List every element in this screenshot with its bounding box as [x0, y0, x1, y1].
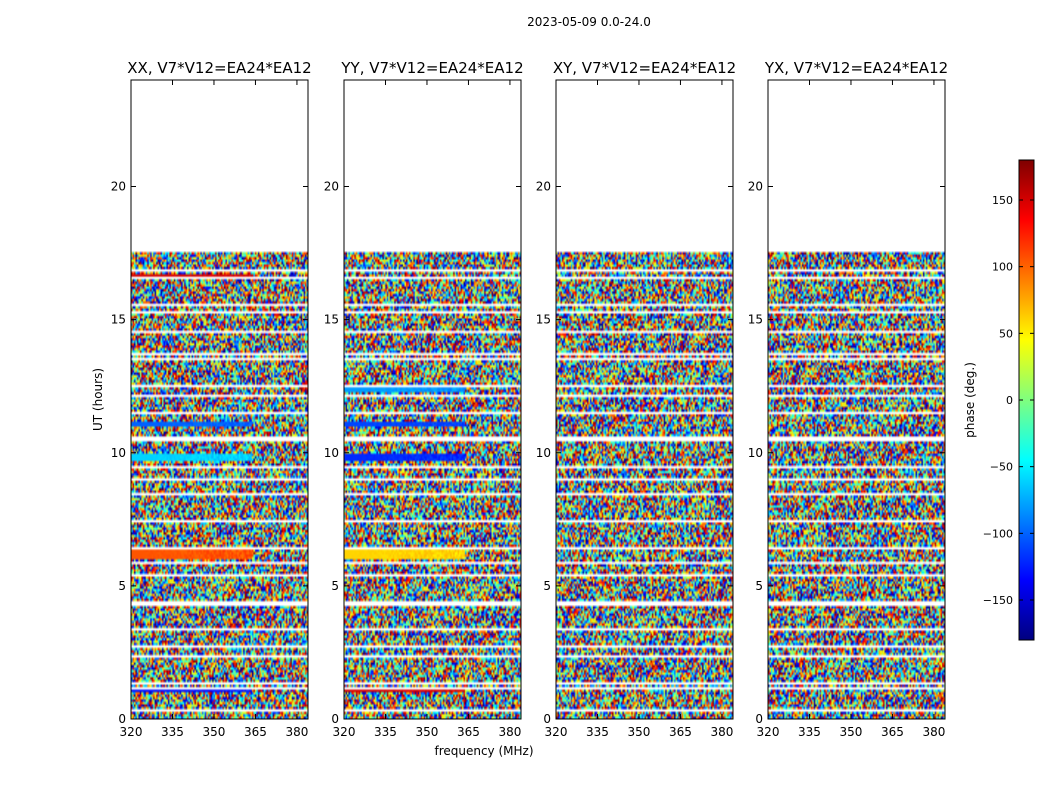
heatmap-cells: [131, 80, 308, 719]
axes-frame: [767, 79, 946, 720]
y-tick-label: 10: [748, 446, 763, 460]
x-tick-label: 365: [881, 725, 904, 739]
x-tick-label: 320: [333, 725, 356, 739]
y-tick-label: 15: [324, 313, 339, 327]
panels: XX, V7*V12=EA24*EA12 0 5 10 15 20 320 335 350 365…: [91, 59, 948, 758]
colorbar: 150 100 50 0 −50 −100 −150 phase (deg.): [963, 159, 1035, 641]
panel-title: XX, V7*V12=EA24*EA12: [127, 59, 311, 77]
panel-2: XY, V7*V12=EA24*EA12 0 5 10 15 20 320 335 350 365…: [536, 59, 736, 739]
x-tick-label: 380: [285, 725, 308, 739]
x-tick-label: 380: [710, 725, 733, 739]
y-tick-label: 20: [536, 180, 551, 194]
x-tick-label: 350: [840, 725, 863, 739]
heatmap-cells: [556, 80, 733, 719]
y-tick-label: 20: [111, 180, 126, 194]
panel-title: XY, V7*V12=EA24*EA12: [553, 59, 736, 77]
y-tick-label: 0: [543, 712, 551, 726]
y-tick-label: 10: [324, 446, 339, 460]
y-tick-label: 15: [748, 313, 763, 327]
y-tick-label: 20: [748, 180, 763, 194]
x-tick-label: 320: [545, 725, 568, 739]
y-axis-label: UT (hours): [91, 368, 105, 431]
panel-title: YX, V7*V12=EA24*EA12: [764, 59, 948, 77]
colorbar-label: phase (deg.): [963, 362, 977, 438]
x-tick-label: 350: [203, 725, 226, 739]
panel-0: XX, V7*V12=EA24*EA12 0 5 10 15 20 320 335 350 365…: [91, 59, 312, 739]
y-tick-label: 0: [118, 712, 126, 726]
x-tick-label: 365: [244, 725, 267, 739]
colorbar-tick-label: 0: [1006, 394, 1013, 407]
figure-title: 2023-05-09 0.0-24.0: [527, 15, 651, 29]
colorbar-tick-label: 150: [992, 194, 1013, 207]
y-tick-label: 15: [536, 313, 551, 327]
y-tick-label: 10: [536, 446, 551, 460]
y-tick-label: 10: [111, 446, 126, 460]
x-tick-label: 335: [586, 725, 609, 739]
y-tick-label: 5: [543, 579, 551, 593]
axes-frame: [130, 79, 309, 720]
y-tick-label: 5: [118, 579, 126, 593]
colorbar-tick-label: −150: [983, 594, 1013, 607]
x-tick-label: 320: [120, 725, 143, 739]
x-tick-label: 380: [922, 725, 945, 739]
axes-frame: [555, 79, 734, 720]
x-tick-label: 335: [161, 725, 184, 739]
panel-3: YX, V7*V12=EA24*EA12 0 5 10 15 20 320 335 350 365…: [748, 59, 948, 739]
colorbar-tick-label: −50: [990, 461, 1013, 474]
x-tick-label: 335: [374, 725, 397, 739]
y-tick-label: 20: [324, 180, 339, 194]
x-axis-label: frequency (MHz): [434, 744, 533, 758]
colorbar-tick-label: 100: [992, 261, 1013, 274]
x-tick-label: 380: [498, 725, 521, 739]
x-tick-label: 350: [628, 725, 651, 739]
y-tick-label: 5: [331, 579, 339, 593]
y-tick-label: 0: [331, 712, 339, 726]
colorbar-tick-label: 50: [999, 327, 1013, 340]
heatmap-cells: [768, 80, 945, 719]
y-tick-label: 0: [755, 712, 763, 726]
y-tick-label: 15: [111, 313, 126, 327]
axes-frame: [343, 79, 522, 720]
panel-title: YY, V7*V12=EA24*EA12: [340, 59, 523, 77]
x-tick-label: 350: [416, 725, 439, 739]
colorbar-tick-label: −100: [983, 527, 1013, 540]
heatmap-cells: [344, 80, 521, 719]
y-tick-label: 5: [755, 579, 763, 593]
x-tick-label: 320: [757, 725, 780, 739]
x-tick-label: 335: [798, 725, 821, 739]
x-tick-label: 365: [669, 725, 692, 739]
panel-1: YY, V7*V12=EA24*EA12 0 5 10 15 20 320 335 350 365…: [324, 59, 534, 758]
x-tick-label: 365: [457, 725, 480, 739]
